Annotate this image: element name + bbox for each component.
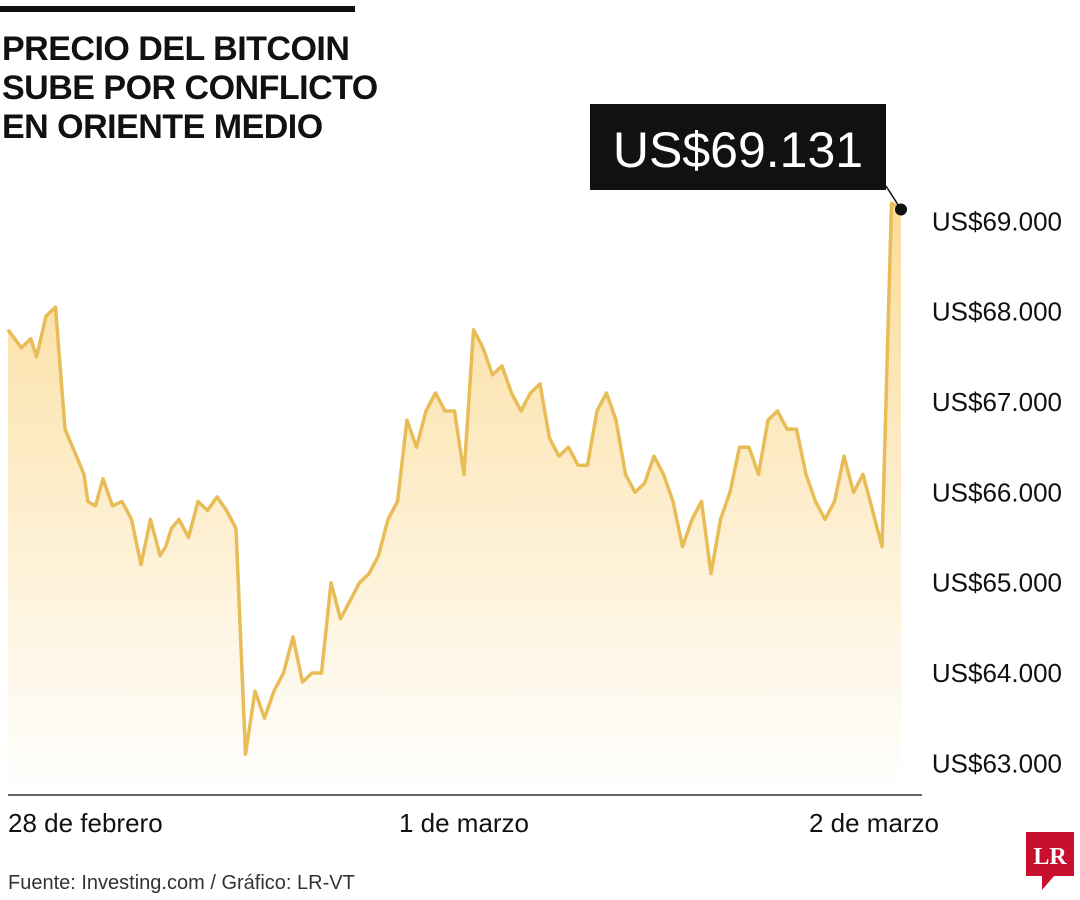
title-line-1: PRECIO DEL BITCOIN	[2, 30, 350, 68]
lr-logo: LR	[1026, 832, 1074, 890]
x-tick-label: 28 de febrero	[8, 808, 163, 838]
y-tick-label: US$69.000	[932, 206, 1062, 236]
title-line-3: EN ORIENTE MEDIO	[2, 108, 323, 146]
price-line	[6, 201, 902, 757]
x-tick-label: 1 de marzo	[399, 808, 529, 838]
x-tick-label: 2 de marzo	[809, 808, 939, 838]
x-axis-labels: 28 de febrero 1 de marzo 2 de marzo	[8, 808, 939, 838]
y-tick-label: US$64.000	[932, 658, 1062, 688]
callout-label: US$69.131	[613, 122, 863, 178]
price-callout: US$69.131	[590, 104, 907, 216]
callout-box	[590, 104, 886, 190]
y-axis-labels: US$63.000 US$64.000 US$65.000 US$66.000 US$6…	[932, 206, 1062, 778]
top-rule	[0, 6, 355, 12]
line-layer	[6, 201, 902, 757]
logo-shape	[1026, 832, 1074, 890]
chart-title: PRECIO DEL BITCOIN SUBE POR CONFLICTO EN…	[2, 30, 422, 147]
logo-text: LR	[1033, 844, 1067, 870]
y-tick-label: US$65.000	[932, 568, 1062, 598]
last-price-dot	[895, 203, 907, 216]
price-area	[8, 203, 901, 795]
source-note: Fuente: Investing.com / Gráfico: LR-VT	[8, 872, 355, 894]
title-line-2: SUBE POR CONFLICTO	[2, 69, 378, 107]
area-layer	[8, 203, 901, 795]
y-tick-label: US$63.000	[932, 748, 1062, 778]
y-tick-label: US$67.000	[932, 387, 1062, 417]
y-tick-label: US$68.000	[932, 297, 1062, 327]
y-tick-label: US$66.000	[932, 477, 1062, 507]
